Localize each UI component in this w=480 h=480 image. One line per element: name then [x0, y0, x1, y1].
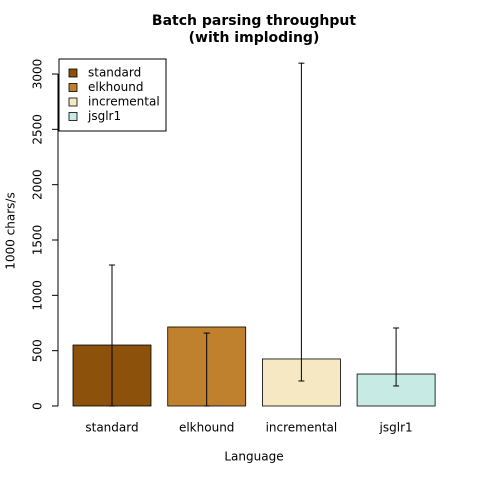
y-tick-label: 3000 [31, 59, 45, 90]
x-axis-label: Language [224, 450, 283, 464]
legend-label: jsglr1 [87, 109, 121, 123]
error-bar [393, 327, 400, 387]
x-tick-label: jsglr1 [379, 421, 413, 435]
y-tick-label: 2000 [31, 169, 45, 200]
legend-swatch [68, 68, 78, 78]
x-tick-label: standard [85, 421, 138, 435]
y-tick-label: 1000 [31, 280, 45, 311]
legend-swatch [68, 83, 78, 92]
chart-subtitle: (with imploding) [189, 30, 320, 46]
y-tick-label: 500 [31, 339, 45, 362]
y-tick-label: 2500 [31, 114, 45, 145]
x-tick-label: elkhound [179, 421, 234, 435]
error-bar [109, 264, 115, 407]
y-tick-label: 0 [31, 402, 45, 410]
chart-title: Batch parsing throughput [152, 13, 356, 29]
error-bar [203, 332, 210, 407]
legend-label: elkhound [88, 80, 143, 94]
y-axis-label: 1000 chars/s [4, 192, 18, 269]
bar [356, 373, 436, 407]
y-tick-label: 1500 [31, 225, 45, 256]
x-tick-label: incremental [266, 421, 338, 435]
legend-swatch [68, 112, 78, 121]
legend-label: standard [88, 66, 141, 80]
legend-swatch [68, 97, 78, 107]
legend-label: incremental [88, 95, 160, 109]
error-bar [298, 62, 305, 382]
